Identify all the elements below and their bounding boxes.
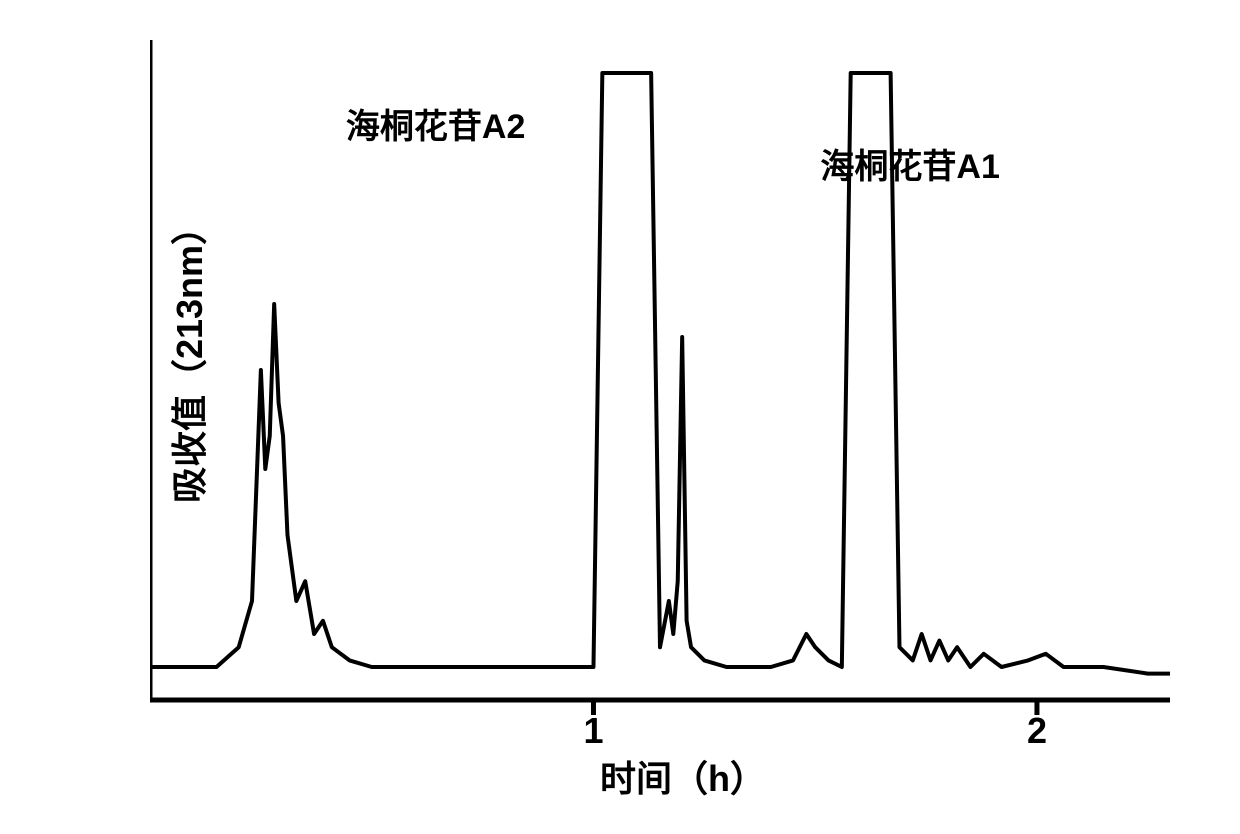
x-tick-label: 1 [583, 710, 603, 752]
x-tick-label: 2 [1027, 710, 1047, 752]
x-axis-label: 时间（h） [600, 750, 766, 802]
chart-svg [150, 40, 1170, 740]
peak-label: 海桐花苷A2 [346, 99, 525, 148]
peak-label: 海桐花苷A1 [820, 139, 999, 188]
chart-container: 吸收值（213nm） 时间（h） 12 海桐花苷A2海桐花苷A1 [50, 30, 1190, 800]
plot-area [150, 40, 1170, 700]
